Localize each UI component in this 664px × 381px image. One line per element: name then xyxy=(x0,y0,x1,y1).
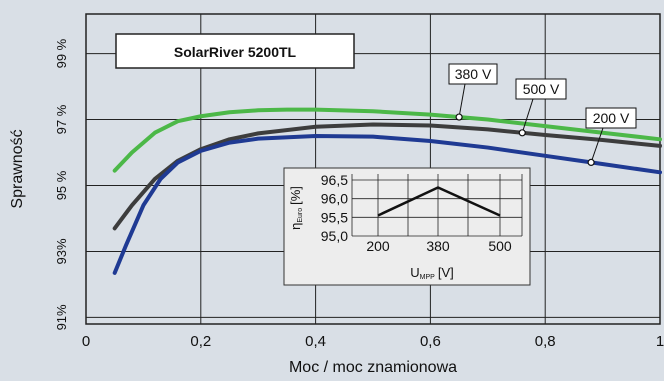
series-label: 500 V xyxy=(523,81,560,97)
series-callouts: 380 V 500 V 200 V xyxy=(448,63,637,167)
series-marker xyxy=(455,113,463,121)
x-axis-label: Moc / moc znamionowa xyxy=(289,359,457,376)
callout-box xyxy=(448,63,498,85)
inset-line xyxy=(377,186,501,217)
inset-y-tick-label: 96,5 xyxy=(321,172,348,188)
y-tick-label: 93% xyxy=(54,238,69,264)
callout-leader xyxy=(458,83,466,118)
x-tick-label: 0,2 xyxy=(190,333,211,350)
x-tick-label: 0,6 xyxy=(420,333,441,350)
x-tick-label: 0,4 xyxy=(305,333,326,350)
inset-chart: 96,5 96,0 95,5 95,0 200 380 500 UMPP [V] ηEuro[… xyxy=(283,167,531,286)
inset-content: 96,5 96,0 95,5 95,0 200 380 500 xyxy=(321,172,523,254)
title-box: SolarRiver 5200TL xyxy=(115,33,355,69)
x-tick-label: 0 xyxy=(82,333,90,350)
inset-x-tick-label: 380 xyxy=(426,238,450,254)
y-axis-label: Sprawność xyxy=(9,129,26,208)
inset-x-label: UMPP [V] xyxy=(410,265,453,281)
series-marker xyxy=(518,129,526,137)
callout-box xyxy=(585,107,637,129)
x-tick-label: 0,8 xyxy=(535,333,556,350)
inset-x-tick-label: 200 xyxy=(366,238,390,254)
x-tick-label: 1 xyxy=(656,333,664,350)
inset-x-tick-label: 500 xyxy=(488,238,512,254)
inset-y-tick-label: 96,0 xyxy=(321,191,348,207)
inset-y-tick-label: 95,5 xyxy=(321,209,348,225)
series-label: 200 V xyxy=(593,110,630,126)
series-layer xyxy=(112,107,662,275)
y-tick-label: 95 % xyxy=(54,170,69,200)
series-line xyxy=(112,122,662,231)
callout-leader xyxy=(521,98,534,133)
callout-box xyxy=(515,78,567,100)
series-line xyxy=(112,107,662,173)
callout-leader xyxy=(590,127,604,163)
axis-ticks: 0 0,2 0,4 0,6 0,8 1 91% 93% 95 % 97 % 99 % xyxy=(54,38,664,350)
series-line xyxy=(112,134,662,275)
y-tick-label: 99 % xyxy=(54,38,69,68)
inset-y-tick-label: 95,0 xyxy=(321,228,348,244)
y-tick-label: 97 % xyxy=(54,104,69,134)
series-label: 380 V xyxy=(455,66,492,82)
chart-title: SolarRiver 5200TL xyxy=(174,44,297,60)
inset-background xyxy=(283,167,531,286)
series-marker xyxy=(587,158,595,167)
y-tick-label: 91% xyxy=(54,304,69,330)
inset-y-label: ηEuro[%] xyxy=(288,186,304,230)
